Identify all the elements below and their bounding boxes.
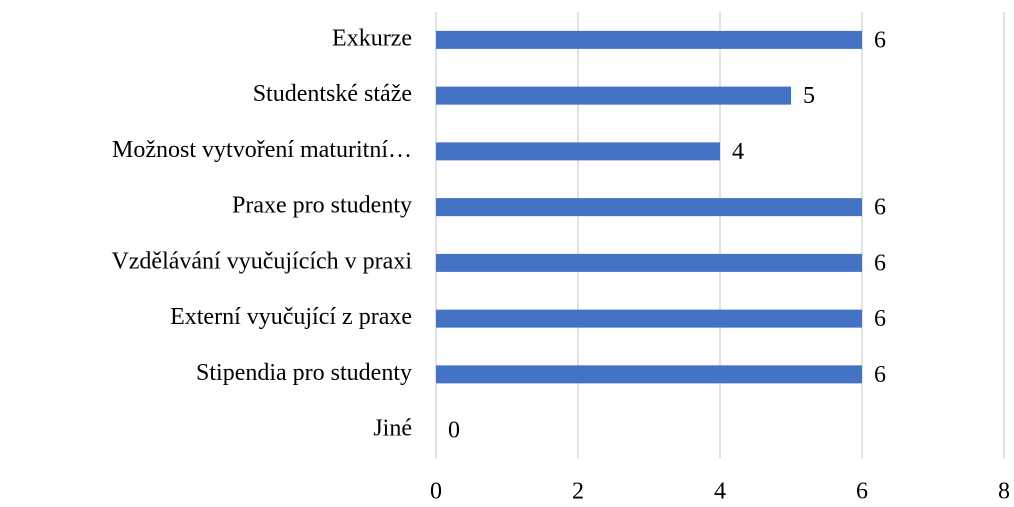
y-tick-label: Exkurze (332, 25, 412, 51)
y-tick-label: Jiné (373, 416, 412, 442)
bar (436, 365, 862, 384)
x-tick-label: 6 (856, 479, 868, 505)
data-label: 4 (732, 139, 744, 165)
data-label: 6 (874, 195, 886, 221)
bar (436, 309, 862, 328)
y-tick-label: Stipendia pro studenty (196, 360, 412, 386)
data-label: 0 (448, 418, 460, 444)
bar (436, 30, 862, 49)
data-label: 5 (803, 83, 815, 109)
y-tick-label: Studentské stáže (253, 81, 412, 107)
bar (436, 142, 720, 161)
x-tick-label: 8 (998, 479, 1010, 505)
bar (436, 86, 791, 105)
data-label: 6 (874, 362, 886, 388)
y-tick-label: Vzdělávání vyučujících v praxi (111, 248, 412, 274)
y-tick-label: Možnost vytvoření maturitní… (112, 137, 412, 163)
x-tick-label: 4 (714, 479, 726, 505)
data-label: 6 (874, 306, 886, 332)
bar (436, 253, 862, 272)
x-tick-label: 0 (430, 479, 442, 505)
y-tick-label: Externí vyučující z praxe (170, 304, 412, 330)
data-label: 6 (874, 250, 886, 276)
bar (436, 198, 862, 217)
data-label: 6 (874, 27, 886, 53)
y-tick-label: Praxe pro studenty (232, 193, 412, 219)
x-tick-label: 2 (572, 479, 584, 505)
